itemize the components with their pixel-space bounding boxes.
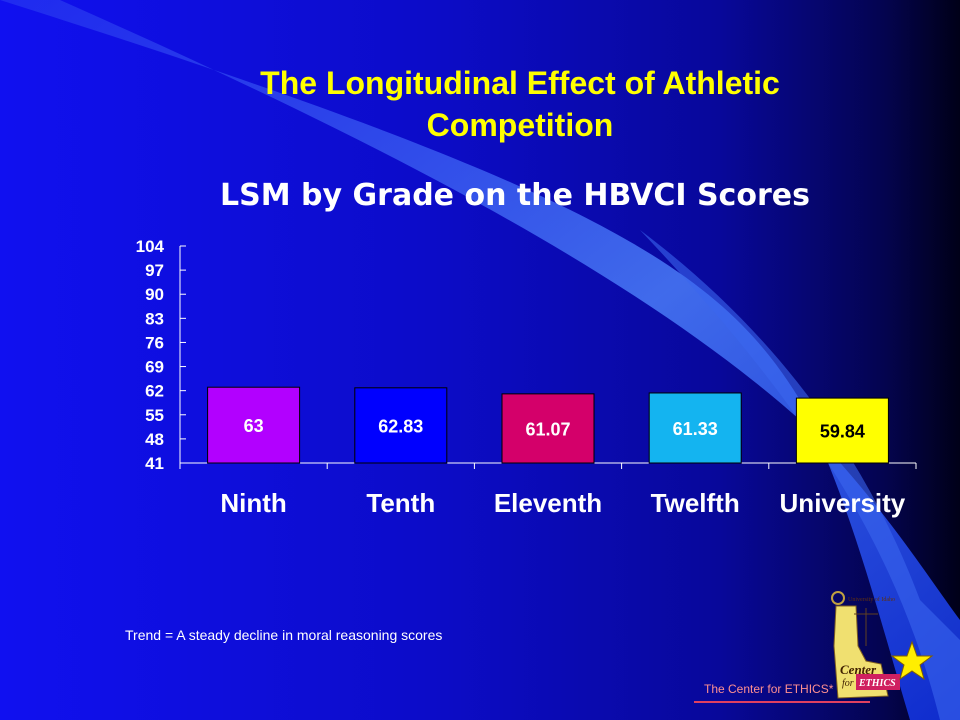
y-tick-label: 48	[145, 430, 164, 449]
footer-text: The Center for ETHICS*	[704, 682, 834, 696]
trend-note: Trend = A steady decline in moral reason…	[125, 627, 443, 643]
bar-value-label: 61.33	[673, 419, 718, 439]
footer-underline	[694, 701, 870, 703]
category-label: Twelfth	[651, 488, 740, 518]
y-tick-label: 90	[145, 285, 164, 304]
bar	[207, 386, 301, 464]
logo-center-text: Center	[840, 662, 877, 677]
sun-icon	[831, 591, 845, 605]
y-tick-label: 41	[145, 454, 164, 473]
y-tick-label: 83	[145, 309, 164, 328]
star-icon	[890, 640, 934, 681]
bar-value-label: 59.84	[820, 422, 865, 442]
logo-university-text: University of Idaho	[848, 596, 895, 603]
bar	[648, 392, 742, 464]
category-label: University	[780, 488, 906, 518]
center-for-ethics-logo: University of Idaho Center for ETHICS	[831, 591, 934, 699]
logo-for-text: for	[842, 678, 854, 689]
y-tick-label: 76	[145, 333, 164, 352]
bar-value-label: 63	[244, 416, 264, 436]
y-tick-label: 55	[145, 406, 164, 425]
chart-title: LSM by Grade on the HBVCI Scores	[220, 178, 810, 213]
y-tick-label: 62	[145, 382, 164, 401]
y-tick-label: 97	[145, 261, 164, 280]
category-label: Tenth	[366, 488, 435, 518]
logo-ethics-text: ETHICS	[858, 678, 896, 689]
category-label: Ninth	[220, 488, 286, 518]
bar	[501, 393, 595, 464]
bar	[795, 397, 889, 464]
bar-value-label: 62.83	[378, 416, 423, 436]
slide-title: The Longitudinal Effect of Athletic Comp…	[260, 65, 780, 143]
y-tick-label: 69	[145, 358, 164, 377]
bar	[354, 387, 448, 464]
bar-value-label: 61.07	[525, 419, 570, 439]
y-tick-label: 104	[136, 237, 165, 256]
category-label: Eleventh	[494, 488, 602, 518]
